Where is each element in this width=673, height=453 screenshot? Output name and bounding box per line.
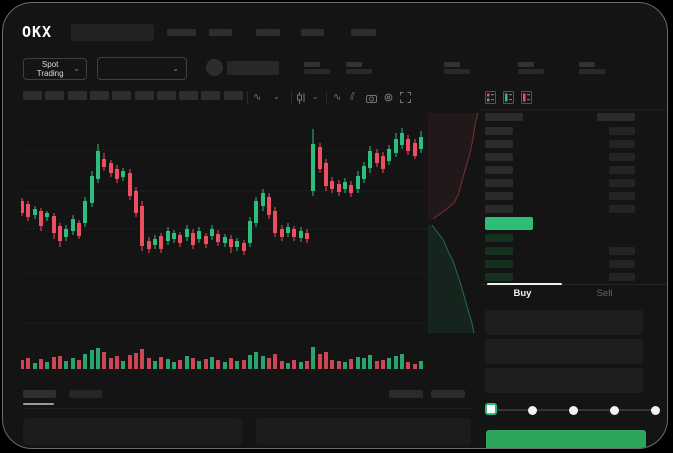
amount-slider-handle[interactable] (485, 403, 497, 415)
ask-price-placeholder[interactable] (485, 127, 513, 135)
active-tab-underline (23, 403, 54, 405)
bid-amount-placeholder[interactable] (609, 247, 635, 255)
tab-sell[interactable]: Sell (596, 288, 613, 299)
chevron-down-icon[interactable]: ⌄ (273, 92, 280, 101)
chevron-down-icon: ⌄ (172, 63, 179, 73)
stat-label-placeholder (579, 62, 595, 67)
bid-price-placeholder[interactable] (485, 273, 513, 281)
indicator-wave-icon[interactable]: ∿ (253, 92, 262, 103)
order-input-field[interactable] (485, 310, 643, 335)
ask-amount-placeholder[interactable] (609, 166, 635, 174)
bottom-action-placeholder[interactable] (389, 390, 423, 398)
candle-style-icon[interactable] (297, 92, 306, 104)
camera-icon[interactable] (366, 94, 377, 103)
nav-item-placeholder[interactable] (256, 29, 280, 36)
pair-name-placeholder (227, 61, 279, 75)
ask-price-placeholder[interactable] (485, 140, 513, 148)
pair-selector-dropdown[interactable]: ⌄ (97, 57, 187, 80)
timeframe-button[interactable] (23, 91, 42, 100)
bottom-tab-active[interactable] (23, 390, 56, 398)
buy-tab-indicator (487, 283, 562, 285)
stat-label-placeholder (518, 62, 534, 67)
bid-price-placeholder[interactable] (485, 234, 513, 242)
timeframe-button[interactable] (67, 91, 87, 100)
book-asks-icon[interactable] (521, 91, 532, 104)
line-tool-icon[interactable]: ∿ (333, 92, 342, 103)
ask-amount-placeholder[interactable] (609, 205, 635, 213)
section-divider (21, 408, 473, 409)
toolbar-divider (291, 91, 292, 104)
fullscreen-icon[interactable] (400, 92, 411, 103)
ask-amount-placeholder[interactable] (609, 127, 635, 135)
ask-amount-placeholder[interactable] (609, 153, 635, 161)
bid-price-placeholder[interactable] (485, 247, 513, 255)
ask-amount-placeholder[interactable] (609, 192, 635, 200)
timeframe-button[interactable] (223, 91, 243, 100)
stat-value-placeholder (304, 69, 330, 74)
market-type-label: Spot Trading (36, 60, 64, 78)
chevron-down-icon[interactable]: ⌄ (312, 92, 319, 101)
timeframe-button[interactable] (179, 91, 199, 100)
last-price-badge[interactable] (485, 217, 533, 230)
tab-buy[interactable]: Buy (513, 288, 532, 299)
bottom-tab[interactable] (69, 390, 102, 398)
book-bids-icon[interactable] (503, 91, 514, 104)
slider-stop-dot[interactable] (650, 406, 660, 415)
orderbook-header-price (485, 113, 523, 121)
nav-item-placeholder[interactable] (209, 29, 232, 36)
buy-submit-button[interactable] (486, 430, 646, 448)
ask-price-placeholder[interactable] (485, 205, 513, 213)
stat-value-placeholder (346, 69, 372, 74)
slider-stop-dot[interactable] (609, 406, 619, 415)
search-input[interactable] (71, 24, 154, 41)
okx-logo[interactable]: OKX (22, 23, 53, 41)
stat-value-placeholder (518, 69, 544, 74)
timeframe-button[interactable] (201, 91, 221, 100)
panel-divider (479, 109, 667, 110)
ask-price-placeholder[interactable] (485, 192, 513, 200)
stat-value-placeholder (579, 69, 605, 74)
market-type-dropdown[interactable]: Spot Trading ⌄ (23, 58, 87, 80)
book-both-icon[interactable] (485, 91, 496, 104)
tabs-divider (481, 284, 667, 285)
candlestick-chart[interactable] (21, 111, 427, 373)
timeframe-button[interactable] (112, 91, 132, 100)
gear-icon[interactable] (383, 92, 394, 103)
slider-stop-dot[interactable] (568, 406, 578, 415)
nav-item-placeholder[interactable] (167, 29, 196, 36)
stat-label-placeholder (304, 62, 320, 67)
bid-amount-placeholder[interactable] (609, 273, 635, 281)
orders-panel-placeholder[interactable] (23, 418, 242, 445)
ask-price-placeholder[interactable] (485, 179, 513, 187)
bid-price-placeholder[interactable] (485, 260, 513, 268)
ask-amount-placeholder[interactable] (609, 179, 635, 187)
nav-item-placeholder[interactable] (351, 29, 376, 36)
timeframe-button[interactable] (89, 91, 109, 100)
orderbook-header-amount (597, 113, 635, 121)
app-window: OKX Spot Trading ⌄ ⌄ ∿ ⌄ ⌄ ∿ ⫽ (2, 2, 668, 449)
bottom-action-placeholder[interactable] (431, 390, 465, 398)
orders-panel-placeholder[interactable] (256, 418, 471, 445)
toolbar-divider (247, 91, 248, 104)
order-input-field[interactable] (485, 368, 643, 393)
stat-label-placeholder (346, 62, 362, 67)
stat-label-placeholder (444, 62, 460, 67)
timeframe-button[interactable] (156, 91, 176, 100)
stat-value-placeholder (444, 69, 470, 74)
slider-stop-dot[interactable] (527, 406, 537, 415)
timeframe-button[interactable] (134, 91, 154, 100)
compare-lines-icon[interactable]: ⫽ (350, 91, 355, 103)
ask-amount-placeholder[interactable] (609, 140, 635, 148)
order-input-field[interactable] (485, 339, 643, 364)
coin-icon (206, 59, 223, 76)
ask-price-placeholder[interactable] (485, 166, 513, 174)
toolbar-divider (326, 91, 327, 104)
ask-price-placeholder[interactable] (485, 153, 513, 161)
chevron-down-icon: ⌄ (73, 64, 80, 73)
depth-chart[interactable] (428, 109, 479, 335)
nav-item-placeholder[interactable] (301, 29, 324, 36)
bid-amount-placeholder[interactable] (609, 260, 635, 268)
timeframe-button[interactable] (45, 91, 65, 100)
